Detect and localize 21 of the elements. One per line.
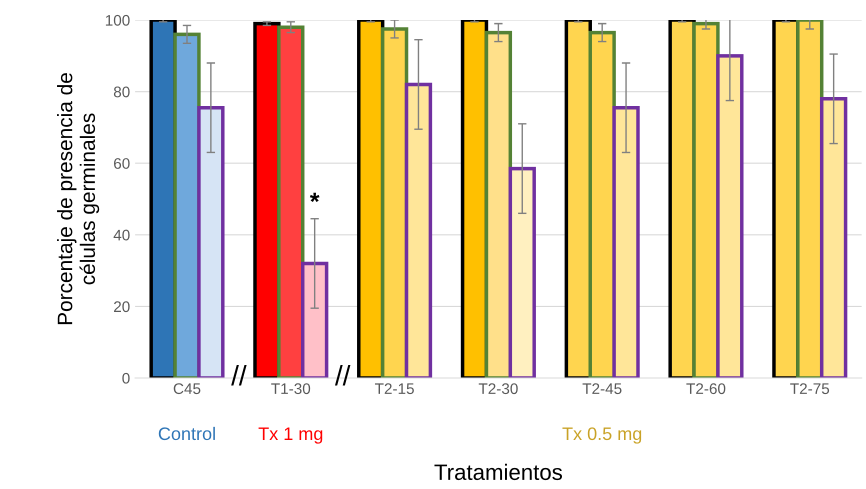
annotation: // (334, 365, 350, 386)
y-tick-label: 0 (122, 372, 130, 384)
x-tick-label: T2-75 (790, 383, 830, 394)
annotation: // (231, 365, 247, 386)
x-tick-label: T2-60 (686, 383, 726, 394)
x-tick-label: T2-15 (374, 383, 414, 394)
x-axis-title: Tratamientos (434, 464, 562, 480)
x-tick-label: T2-45 (582, 383, 622, 394)
y-axis-title: Porcentaje de presencia de células germinales (57, 73, 100, 324)
y-tick-label: 40 (114, 230, 130, 241)
x-tick-label: C45 (174, 383, 200, 394)
x-tick-label: T1-30 (271, 383, 310, 394)
y-tick-label: 20 (114, 301, 130, 312)
y-tick-label: 100 (106, 14, 130, 26)
y-tick-label: 80 (114, 86, 130, 98)
text: Tx 0.5 mg (562, 427, 642, 444)
x-tick-label: T2-30 (478, 383, 518, 394)
text: Control (158, 426, 215, 440)
text: Tx 1 mg (258, 428, 322, 444)
annotation: * (310, 192, 320, 202)
y-tick-label: 60 (114, 158, 130, 169)
